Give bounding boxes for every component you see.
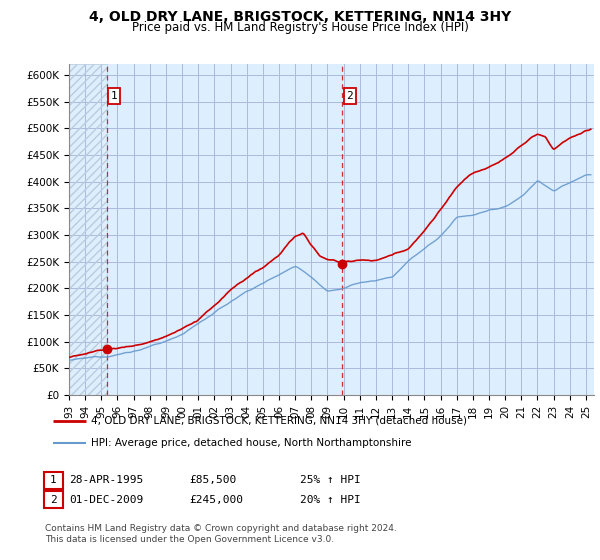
Text: £85,500: £85,500 bbox=[189, 475, 236, 486]
Text: Contains HM Land Registry data © Crown copyright and database right 2024.
This d: Contains HM Land Registry data © Crown c… bbox=[45, 524, 397, 544]
Text: HPI: Average price, detached house, North Northamptonshire: HPI: Average price, detached house, Nort… bbox=[91, 438, 412, 448]
Text: 4, OLD DRY LANE, BRIGSTOCK, KETTERING, NN14 3HY (detached house): 4, OLD DRY LANE, BRIGSTOCK, KETTERING, N… bbox=[91, 416, 467, 426]
Text: 20% ↑ HPI: 20% ↑ HPI bbox=[300, 494, 361, 505]
Text: 28-APR-1995: 28-APR-1995 bbox=[69, 475, 143, 486]
Text: £245,000: £245,000 bbox=[189, 494, 243, 505]
Text: 4, OLD DRY LANE, BRIGSTOCK, KETTERING, NN14 3HY: 4, OLD DRY LANE, BRIGSTOCK, KETTERING, N… bbox=[89, 10, 511, 24]
Text: 25% ↑ HPI: 25% ↑ HPI bbox=[300, 475, 361, 486]
Text: 1: 1 bbox=[110, 91, 118, 101]
Text: 1: 1 bbox=[50, 475, 57, 486]
Text: 2: 2 bbox=[346, 91, 353, 101]
Text: 2: 2 bbox=[50, 494, 57, 505]
Text: Price paid vs. HM Land Registry's House Price Index (HPI): Price paid vs. HM Land Registry's House … bbox=[131, 21, 469, 34]
Text: 01-DEC-2009: 01-DEC-2009 bbox=[69, 494, 143, 505]
